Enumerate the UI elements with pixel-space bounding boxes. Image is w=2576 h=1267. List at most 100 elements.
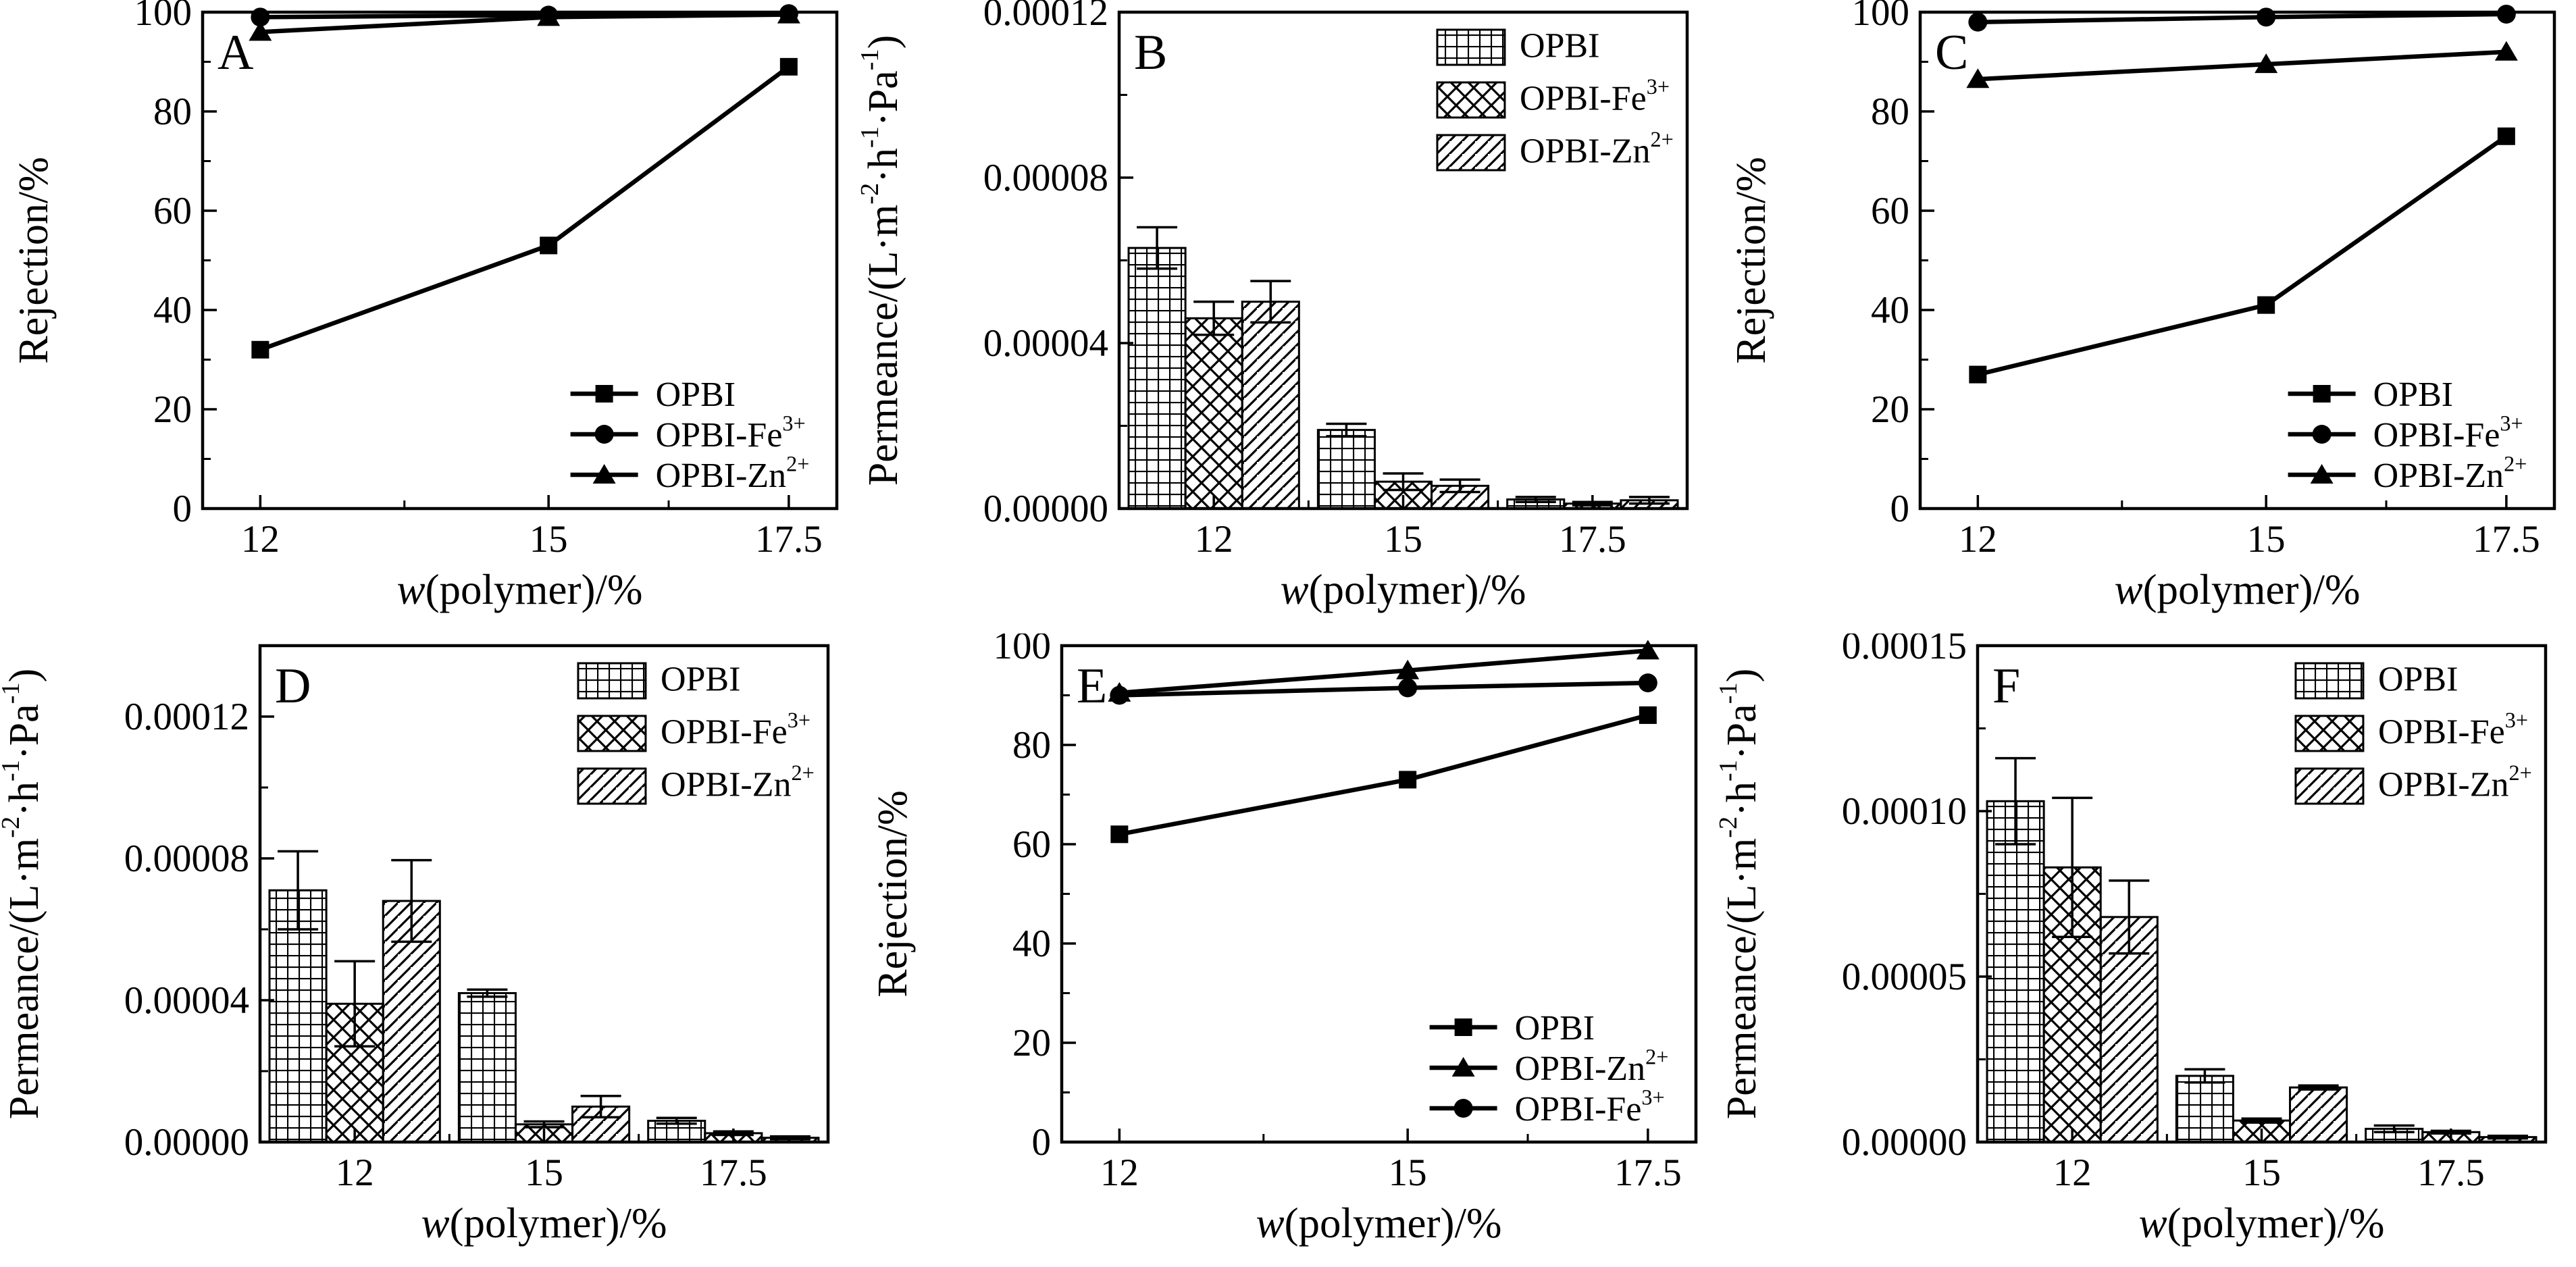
error-bar-opbi-zn-12	[391, 858, 432, 943]
error-bars	[1137, 226, 1670, 507]
legend-label-opbi: OPBI	[1515, 1009, 1595, 1048]
error-bars	[278, 850, 810, 1141]
error-bar-opbi-fe-12	[334, 960, 376, 1048]
bar-series-opbi	[268, 889, 706, 1143]
x-axis: 12 15 17.5	[1195, 495, 1626, 561]
line-series-opbi-fe	[1110, 673, 1657, 705]
legend-label-opbi-zn: OPBI-Zn2+	[2378, 760, 2532, 804]
error-bar-opbi-zn-17.5	[2487, 1134, 2528, 1140]
error-bar-opbi-fe-15	[1383, 472, 1424, 492]
panel-A: 0 20 40 60 80 100 12 15 17.5 w(polymer)/% Rejectio…	[0, 0, 859, 634]
legend-swatch-opbi-fe	[2294, 715, 2365, 752]
error-bar-opbi-fe-17.5	[1572, 500, 1613, 507]
chart-panel-C: 0 20 40 60 80 100 12 15 17.5 w(polymer)/% Rejectio…	[1728, 0, 2556, 613]
bar-series-opbi	[1986, 800, 2424, 1143]
x-tick-label: 12	[336, 1152, 374, 1194]
legend-swatch-opbi-zn	[2294, 767, 2365, 805]
x-tick-label: 17.5	[2417, 1152, 2485, 1194]
x-axis-label: w(polymer)/%	[1281, 566, 1526, 613]
marker-triangle	[2255, 53, 2278, 74]
marker-circle	[2312, 425, 2332, 444]
y-tick-label: 0.00004	[983, 322, 1108, 365]
line-series-opbi	[251, 57, 798, 359]
error-bar-opbi-zn-12	[2109, 879, 2150, 955]
x-tick-label: 17.5	[1559, 518, 1626, 561]
panel-letter: B	[1134, 25, 1167, 80]
error-bar-opbi-15	[467, 988, 508, 998]
marker-square	[2497, 127, 2515, 145]
x-tick-label: 15	[525, 1152, 563, 1194]
x-tick-label: 12	[2053, 1152, 2092, 1194]
y-tick-label: 0.00008	[124, 837, 249, 880]
legend-label-opbi: OPBI	[2373, 376, 2453, 414]
marker-square	[779, 57, 798, 76]
bar-series-opbi	[1127, 247, 1566, 510]
legend-label-opbi-zn: OPBI-Zn2+	[661, 760, 815, 804]
error-bar-opbi-17.5	[1515, 496, 1556, 503]
legend-label-opbi-zn: OPBI-Zn2+	[2373, 452, 2527, 495]
y-tick-label: 20	[153, 388, 192, 431]
x-tick-label: 15	[530, 518, 568, 561]
panel-E: 0 20 40 60 80 100 12 15 17.5 w(polymer)/% Rejectio…	[859, 634, 1718, 1267]
y-axis-label: Permeance/(L·m-2·h-1·Pa-1)	[1718, 669, 1765, 1120]
marker-triangle	[1966, 68, 1990, 88]
x-axis-label: w(polymer)/%	[1256, 1199, 1502, 1247]
marker-triangle	[1451, 1057, 1475, 1077]
chart-panel-B: 0.00000 0.00004 0.00008 0.00012 12 15 17.5 w(po…	[859, 0, 1689, 613]
error-bar-opbi-fe-15	[523, 1120, 565, 1129]
y-tick-label: 0.00008	[983, 157, 1108, 199]
x-tick-label: 15	[1389, 1152, 1427, 1194]
y-tick-label: 40	[1012, 923, 1051, 965]
series-line-opbi-fe	[1978, 11, 2506, 24]
legend-label-opbi-fe: OPBI-Fe3+	[1520, 74, 1670, 118]
x-tick-label: 17.5	[1614, 1152, 1682, 1194]
bar-opbi-zn-15	[2289, 1086, 2348, 1143]
panel-letter: A	[217, 25, 253, 80]
bar-opbi-fe-15	[2232, 1119, 2292, 1143]
error-bar-opbi-12	[1995, 756, 2036, 846]
legend-label-opbi-zn: OPBI-Zn2+	[656, 452, 810, 495]
bar-opbi-fe-12	[1184, 317, 1243, 510]
marker-circle	[1968, 12, 1988, 32]
legend-label-opbi-fe: OPBI-Fe3+	[661, 708, 810, 751]
series-line-opbi-zn	[1978, 49, 2507, 82]
y-axis-label: Rejection/%	[870, 790, 916, 997]
legend-swatch-opbi-zn	[577, 767, 647, 805]
panel-C: 0 20 40 60 80 100 12 15 17.5 w(polymer)/% Rejectio…	[1718, 0, 2576, 634]
x-tick-label: 17.5	[2473, 518, 2540, 561]
error-bar-opbi-zn-17.5	[1628, 496, 1670, 505]
marker-triangle	[1396, 659, 1420, 679]
y-axis: 0.00000 0.00004 0.00008 0.00012	[983, 0, 1133, 530]
error-bar-opbi-fe-17.5	[2430, 1129, 2471, 1135]
chart-panel-F: 0.00000 0.00005 0.00010 0.00015 12 15 17.5 w(po…	[1718, 634, 2548, 1247]
series-line-opbi	[1977, 134, 2508, 377]
bar-opbi-12	[1986, 800, 2045, 1143]
x-axis: 12 15 17.5	[1959, 495, 2540, 561]
panel-letter: C	[1935, 25, 1968, 80]
marker-triangle	[592, 464, 616, 484]
error-bar-opbi-15	[1326, 422, 1367, 438]
series-line-opbi	[1118, 713, 1649, 837]
y-tick-label: 0.00012	[983, 0, 1108, 34]
y-tick-label: 0.00000	[1842, 1121, 1967, 1164]
line-series-opbi-zn	[1966, 41, 2518, 88]
legend-label-opbi: OPBI	[656, 376, 736, 414]
chart-panel-A: 0 20 40 60 80 100 12 15 17.5 w(polymer)/% Rejectio…	[11, 0, 839, 613]
marker-square	[1399, 771, 1417, 789]
y-tick-label: 0.00000	[983, 488, 1108, 530]
bar-series-opbi-zn	[2099, 916, 2538, 1143]
y-axis-label: Rejection/%	[1728, 157, 1774, 363]
y-axis: 0 20 40 60 80 100	[994, 634, 1076, 1164]
y-tick-label: 100	[1852, 0, 1910, 34]
chart-panel-D: 0.00000 0.00004 0.00008 0.00012 12 15 17.5 w(po…	[0, 644, 830, 1247]
line-series-opbi-zn	[249, 3, 800, 41]
y-tick-label: 0.00005	[1842, 956, 1967, 998]
panel-letter: F	[1992, 658, 2020, 714]
x-tick-label: 15	[2242, 1152, 2281, 1194]
x-axis: 12 15 17.5	[241, 495, 823, 561]
y-axis: 0.00000 0.00005 0.00010 0.00015	[1842, 634, 1992, 1164]
